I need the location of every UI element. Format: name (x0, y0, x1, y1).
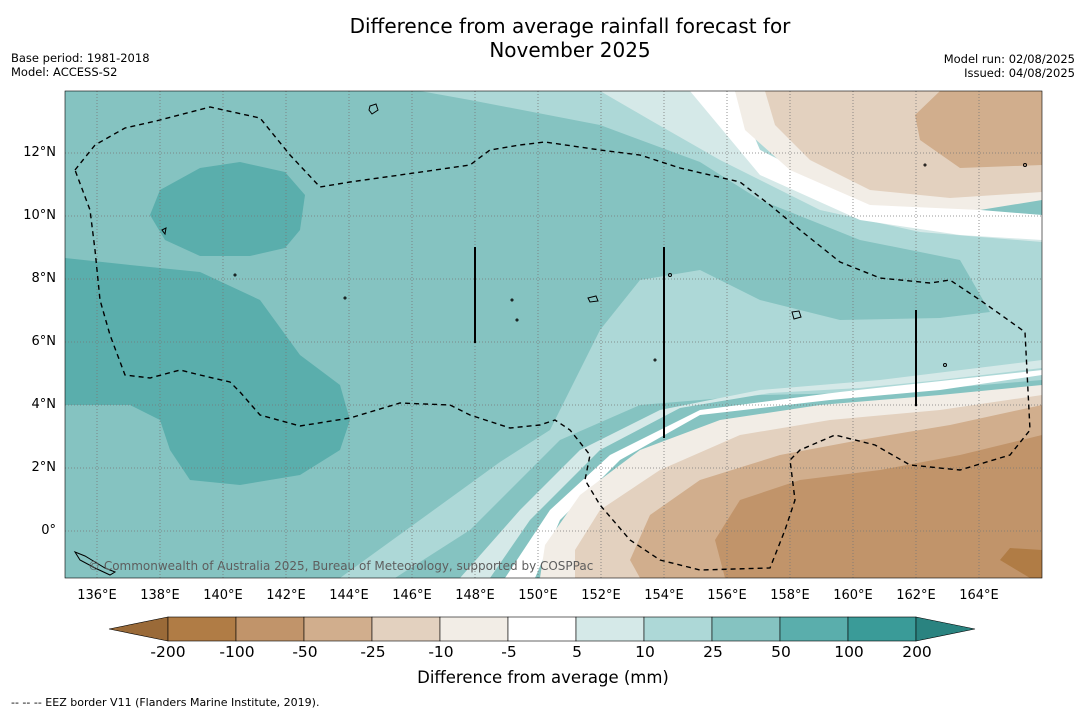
x-tick-label: 136°E (77, 588, 117, 603)
y-tick-label: 2°N (31, 460, 57, 475)
legend-label: -10 (428, 643, 454, 661)
legend-label: 25 (703, 643, 723, 661)
x-tick-label: 164°E (959, 588, 999, 603)
colorbar-cell (575, 616, 645, 642)
legend-label: 5 (572, 643, 582, 661)
colorbar-cell (167, 616, 237, 642)
x-tick-label: 152°E (581, 588, 621, 603)
model-run: Model run: 02/08/2025 (943, 52, 1075, 66)
y-tick-label: 12°N (23, 145, 56, 160)
contour-dry-se-5 (1000, 548, 1042, 578)
contour-neutral-north (690, 91, 1042, 240)
colorbar-cell (371, 616, 441, 642)
x-tick-label: 148°E (455, 588, 495, 603)
legend-label: -50 (292, 643, 318, 661)
y-tick-label: 4°N (31, 397, 57, 412)
base-info: Base period: 1981-2018 Model: ACCESS-S2 (11, 51, 150, 79)
colorbar-cells (108, 616, 976, 642)
y-tick-label: 10°N (23, 208, 56, 223)
issued-date: Issued: 04/08/2025 (964, 66, 1075, 80)
footnote: -- -- -- EEZ border V11 (Flanders Marine… (11, 696, 320, 709)
colorbar-cell (235, 616, 305, 642)
title-line-2: November 2025 (489, 38, 651, 62)
run-info: Model run: 02/08/2025 Issued: 04/08/2025 (944, 52, 1075, 80)
legend-label: 200 (902, 643, 932, 661)
x-tick-label: 150°E (518, 588, 558, 603)
credit-text: © Commonwealth of Australia 2025, Bureau… (88, 559, 594, 573)
eez-segments (474, 247, 917, 438)
colorbar-arrow-low (108, 616, 169, 642)
colorbar-cell (711, 616, 781, 642)
x-tick-label: 140°E (203, 588, 243, 603)
map-title: Difference from average rainfall forecas… (270, 14, 870, 62)
x-tick-label: 158°E (770, 588, 810, 603)
legend-label: 50 (771, 643, 791, 661)
x-tick-label: 154°E (644, 588, 684, 603)
legend-label: 100 (834, 643, 864, 661)
colorbar-arrow-high (915, 616, 976, 642)
legend-label: 10 (635, 643, 655, 661)
y-tick-label: 0° (41, 523, 56, 538)
contour-5-10-north (600, 91, 1042, 242)
contour-dry-ne-3 (915, 91, 1042, 168)
legend-label: -25 (360, 643, 386, 661)
y-tick-label: 8°N (31, 271, 57, 286)
map-contours (65, 91, 1042, 578)
x-tick-label: 160°E (833, 588, 873, 603)
colorbar-cell (779, 616, 849, 642)
x-tick-label: 144°E (329, 588, 369, 603)
colorbar-cell (847, 616, 917, 642)
x-tick-label: 142°E (266, 588, 306, 603)
colorbar-cell (303, 616, 373, 642)
colorbar-cell (439, 616, 509, 642)
contour-dry-se-4 (715, 435, 1042, 578)
x-tick-label: 138°E (140, 588, 180, 603)
contour-50-100-west (65, 258, 350, 485)
legend-label: -5 (501, 643, 517, 661)
base-period: Base period: 1981-2018 (11, 51, 150, 65)
islands (73, 103, 1027, 576)
legend-title: Difference from average (mm) (417, 668, 669, 687)
x-tick-label: 146°E (392, 588, 432, 603)
legend-label: -100 (219, 643, 255, 661)
y-tick-label: 6°N (31, 334, 57, 349)
contour-5-10-south (460, 360, 1042, 578)
eez-border (74, 106, 1031, 571)
map-frame (64, 90, 1043, 579)
x-tick-label: 156°E (707, 588, 747, 603)
colorbar-cell (643, 616, 713, 642)
legend-label: -200 (150, 643, 186, 661)
colorbar-cell (507, 616, 577, 642)
title-line-1: Difference from average rainfall forecas… (349, 14, 791, 38)
x-tick-label: 162°E (896, 588, 936, 603)
model-name: Model: ACCESS-S2 (11, 65, 118, 79)
contour-50-100-north (150, 162, 305, 256)
